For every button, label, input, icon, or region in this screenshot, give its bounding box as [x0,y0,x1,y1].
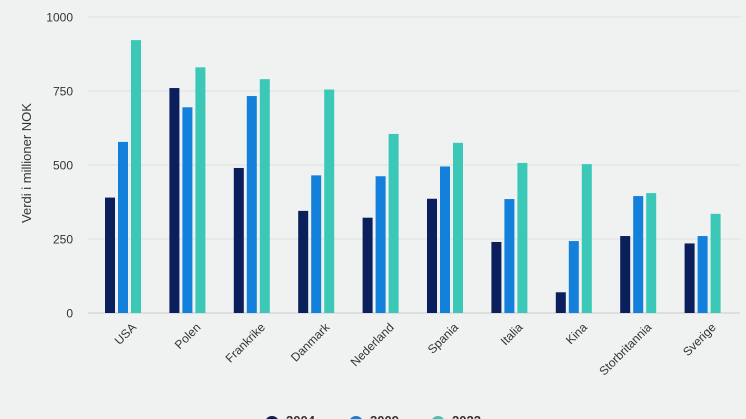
bar-2004-usa [105,197,115,313]
bar-2009-danmark [311,175,322,313]
bar-2009-usa [118,141,128,313]
y-tick-label: 1000 [46,11,73,25]
legend-label-2022[interactable]: 2022 [452,413,481,419]
bar-2004-spania [427,198,437,313]
bar-2022-italia [517,162,528,313]
bar-2022-spania [453,142,463,313]
y-tick-label: 250 [53,233,73,247]
bar-2022-danmark [324,89,335,314]
legend-marker-2009 [350,416,362,419]
y-tick-label: 0 [66,307,73,321]
bar-2009-sverige [697,236,708,313]
bar-2022-storbritannia [646,193,657,313]
bar-2009-nederland [375,176,386,313]
bar-2009-frankrike [246,96,257,313]
bar-2004-italia [491,241,502,313]
bar-2009-spania [440,166,450,313]
bar-2009-polen [182,107,193,313]
bar-2009-kina [568,241,579,313]
x-tick-label: Storbritannia [596,320,654,378]
bar-2004-frankrike [233,167,244,313]
x-tick-label: Nederland [348,320,397,369]
y-axis-label: Verdi i millioner NOK [19,103,34,223]
bar-2022-frankrike [259,79,270,313]
y-tick-label: 500 [53,159,73,173]
x-tick-label: Danmark [288,320,333,365]
legend-label-2004[interactable]: 2004 [286,413,316,419]
bar-2022-usa [131,40,141,313]
y-axis-ticks: 0 250 500 750 1000 [46,11,73,321]
bar-2022-kina [581,164,592,313]
bar-2009-italia [504,199,515,313]
x-tick-label: Italia [498,320,526,348]
bar-2004-sverige [684,243,695,313]
bar-2022-sverige [710,213,721,313]
x-tick-label: Sverige [680,320,719,359]
y-tick-label: 750 [53,85,73,99]
bar-2004-storbritannia [620,236,631,313]
bar-2004-polen [169,88,180,313]
bar-2004-nederland [362,217,373,313]
bar-2022-nederland [388,133,399,313]
x-tick-label: Frankrike [223,320,268,365]
bar-2004-danmark [298,210,309,313]
x-tick-label: USA [112,320,139,347]
x-tick-label: Spania [425,320,462,357]
legend: 2004 2009 2022 [266,413,481,419]
bars [105,40,721,314]
x-axis-ticks: USA Polen Frankrike Danmark Nederland Spania I… [112,320,719,379]
x-tick-label: Polen [172,320,204,352]
x-tick-label: Kina [563,320,590,347]
legend-marker-2022 [432,416,444,419]
bar-2022-polen [195,67,206,313]
bar-2004-kina [555,292,566,313]
legend-label-2009[interactable]: 2009 [370,413,399,419]
bar-2009-storbritannia [633,196,644,313]
legend-marker-2004 [266,416,278,419]
